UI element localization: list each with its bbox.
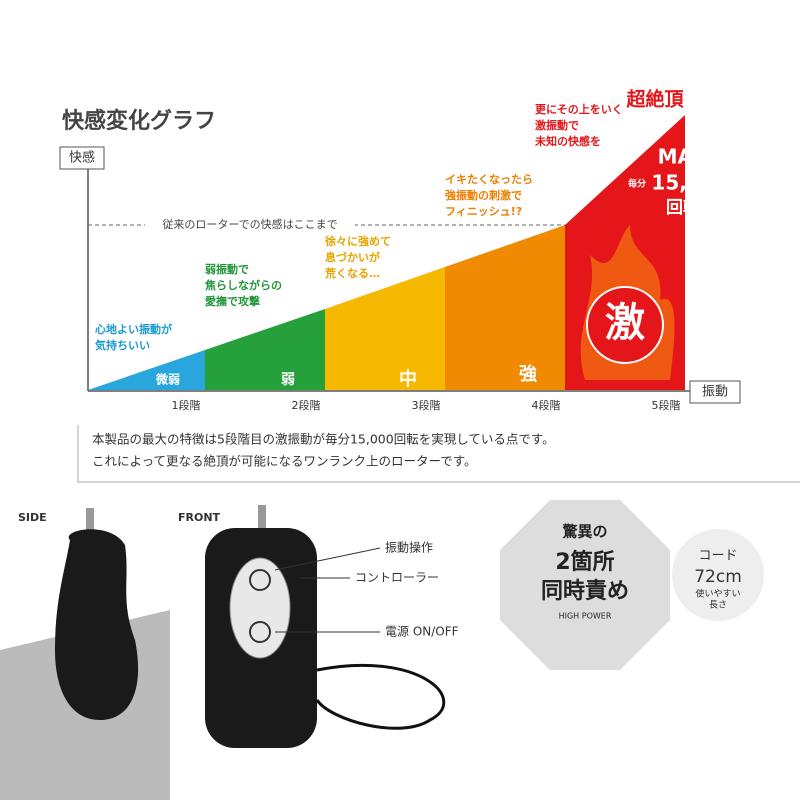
x-label-box bbox=[689, 380, 741, 404]
reference-note: 従来のローターでの快感はここまで bbox=[162, 218, 337, 231]
annotation: イキたくなったら bbox=[445, 173, 533, 186]
annotation: 愛撫で攻撃 bbox=[205, 294, 260, 308]
description: 本製品の最大の特徴は5段階目の激振動が毎分15,000回転を実現している点です。 bbox=[92, 432, 555, 447]
annotation: 激振動で bbox=[535, 118, 579, 132]
control-panel bbox=[229, 557, 291, 659]
cord bbox=[315, 663, 446, 730]
annotation: 徐々に強めて bbox=[324, 234, 391, 248]
x-label: 振動 bbox=[702, 385, 728, 400]
badge-text: 2箇所 bbox=[555, 549, 614, 575]
badge-text: 同時責め bbox=[541, 579, 629, 604]
view-label: FRONT bbox=[178, 511, 221, 524]
stage-area bbox=[205, 309, 325, 390]
annotation: 弱振動で bbox=[205, 262, 249, 276]
step-label: 4段階 bbox=[532, 398, 561, 412]
stage-area bbox=[88, 350, 205, 390]
reference-bg bbox=[145, 216, 355, 234]
device-side bbox=[55, 529, 139, 720]
annotation: 焦らしながらの bbox=[204, 278, 282, 292]
badge-text: HIGH POWER bbox=[559, 612, 612, 621]
callout: 電源 ON/OFF bbox=[385, 625, 459, 639]
stage-label: 弱 bbox=[281, 372, 295, 388]
y-label: 快感 bbox=[69, 150, 95, 166]
stage-label: 激 bbox=[605, 300, 645, 346]
max-label: 毎分 bbox=[628, 178, 646, 190]
tip bbox=[258, 505, 266, 530]
step-label: 2段階 bbox=[292, 398, 321, 412]
callout-line bbox=[274, 547, 381, 571]
stage-area bbox=[325, 267, 445, 390]
stage-label: 中 bbox=[399, 368, 417, 390]
badge-text: 驚異の bbox=[561, 523, 607, 541]
annotation: 気持ちいい bbox=[95, 338, 150, 352]
peak-label: 超絶頂 bbox=[625, 88, 684, 111]
cord-text: 72cm bbox=[694, 567, 742, 587]
power-button[interactable] bbox=[249, 621, 271, 643]
divider bbox=[77, 425, 800, 483]
step-label: 5段階 bbox=[652, 398, 681, 412]
badge bbox=[500, 500, 670, 670]
max-label: 15,000 bbox=[651, 171, 728, 195]
max-label: 回転 bbox=[666, 197, 700, 218]
y-label-box bbox=[59, 146, 105, 170]
annotation: 心地よい振動が bbox=[95, 322, 172, 336]
callout: コントローラー bbox=[355, 571, 439, 585]
cord-text: 使いやすい bbox=[695, 588, 740, 600]
view-label: SIDE bbox=[18, 511, 47, 524]
step-label: 3段階 bbox=[412, 398, 441, 412]
button[interactable] bbox=[249, 569, 271, 591]
annotation: 強振動の刺激で bbox=[445, 188, 522, 202]
annotation: 荒くなる… bbox=[324, 266, 380, 280]
annotation: 更にその上をいく bbox=[535, 102, 623, 116]
annotation: 未知の快感を bbox=[534, 134, 601, 148]
cord-text: コード bbox=[698, 549, 737, 564]
cord-badge bbox=[672, 529, 764, 621]
annotation: 息づかいが bbox=[325, 250, 380, 264]
graph-title: 快感変化グラフ bbox=[62, 108, 216, 134]
cord-text: 長さ bbox=[709, 600, 727, 611]
stage-circle bbox=[586, 286, 664, 364]
callout: 振動操作 bbox=[385, 540, 433, 555]
max-label: MAX bbox=[658, 145, 709, 169]
tip bbox=[86, 508, 94, 530]
stage-label: 微弱 bbox=[155, 372, 180, 387]
annotation: フィニッシュ!? bbox=[445, 205, 522, 218]
description: これによって更なる絶頂が可能になるワンランク上のローターです。 bbox=[92, 454, 477, 469]
stage-label: 強 bbox=[519, 363, 537, 385]
step-label: 1段階 bbox=[172, 398, 201, 412]
stage-area bbox=[445, 225, 565, 390]
